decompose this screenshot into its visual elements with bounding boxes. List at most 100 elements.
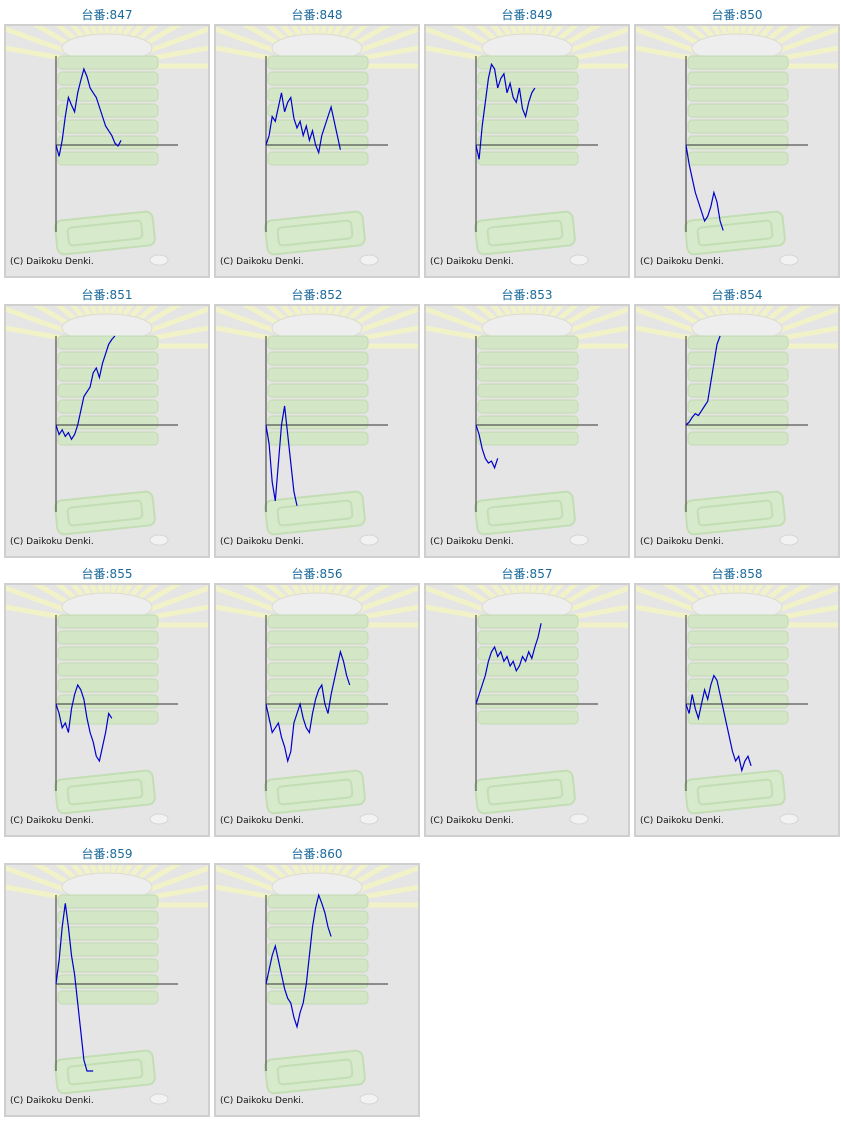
trend-line bbox=[475, 424, 499, 470]
tray-stack-decoration bbox=[57, 592, 159, 725]
copyright-text: (C) Daikoku Denki. bbox=[640, 257, 724, 267]
machine-panel: 台番:855 (C) Daikoku Denki. bbox=[4, 563, 210, 837]
slump-graph: (C) Daikoku Denki. bbox=[214, 304, 420, 558]
machine-number-title: 台番:849 bbox=[501, 8, 553, 22]
machine-number-title: 台番:860 bbox=[291, 847, 343, 861]
trend-line bbox=[55, 67, 122, 157]
copyright-text: (C) Daikoku Denki. bbox=[220, 816, 304, 826]
coin-decoration bbox=[569, 813, 589, 825]
copyright-text: (C) Daikoku Denki. bbox=[10, 1096, 94, 1106]
machine-number-title: 台番:856 bbox=[291, 567, 343, 581]
coin-decoration bbox=[359, 534, 379, 546]
tray-stack-decoration bbox=[477, 33, 579, 166]
tray-stack-decoration bbox=[687, 592, 789, 725]
copyright-text: (C) Daikoku Denki. bbox=[220, 537, 304, 547]
machine-panel: 台番:853 (C) Daikoku Denki. bbox=[424, 284, 630, 558]
tray-stack-decoration bbox=[267, 313, 369, 446]
coin-decoration bbox=[149, 1093, 169, 1105]
coin-decoration bbox=[569, 254, 589, 266]
slump-graph: (C) Daikoku Denki. bbox=[634, 304, 840, 558]
tray-decoration bbox=[54, 1049, 156, 1095]
slump-graph: (C) Daikoku Denki. bbox=[424, 24, 630, 278]
tray-decoration bbox=[264, 490, 366, 536]
coin-decoration bbox=[149, 534, 169, 546]
slump-graph: (C) Daikoku Denki. bbox=[634, 583, 840, 837]
machine-panel: 台番:851 (C) Daikoku Denki. bbox=[4, 284, 210, 558]
tray-decoration bbox=[264, 210, 366, 256]
machine-number-title: 台番:855 bbox=[81, 567, 133, 581]
coin-decoration bbox=[569, 534, 589, 546]
trend-line bbox=[265, 92, 341, 155]
slump-graph: (C) Daikoku Denki. bbox=[634, 24, 840, 278]
machine-panel: 台番:847 (C) Daikoku Denki. bbox=[4, 4, 210, 278]
tray-decoration bbox=[684, 769, 786, 815]
tray-decoration bbox=[264, 769, 366, 815]
tray-decoration bbox=[684, 490, 786, 536]
tray-decoration bbox=[264, 1049, 366, 1095]
machine-panel: 台番:859 (C) Daikoku Denki. bbox=[4, 843, 210, 1117]
trend-line bbox=[475, 62, 536, 160]
slump-graph: (C) Daikoku Denki. bbox=[4, 863, 210, 1117]
copyright-text: (C) Daikoku Denki. bbox=[430, 257, 514, 267]
trend-line bbox=[55, 903, 94, 1072]
machine-number-title: 台番:859 bbox=[81, 847, 133, 861]
tray-stack-decoration bbox=[267, 872, 369, 1005]
slump-graph: (C) Daikoku Denki. bbox=[214, 863, 420, 1117]
machine-number-title: 台番:854 bbox=[711, 288, 763, 302]
copyright-text: (C) Daikoku Denki. bbox=[10, 816, 94, 826]
coin-decoration bbox=[359, 1093, 379, 1105]
machine-number-title: 台番:853 bbox=[501, 288, 553, 302]
machine-panel: 台番:848 (C) Daikoku Denki. bbox=[214, 4, 420, 278]
trend-line bbox=[55, 335, 116, 441]
coin-decoration bbox=[149, 254, 169, 266]
trend-line bbox=[265, 649, 351, 764]
machine-number-title: 台番:847 bbox=[81, 8, 133, 22]
machine-panel: 台番:849 (C) Daikoku Denki. bbox=[424, 4, 630, 278]
slump-graph: (C) Daikoku Denki. bbox=[4, 583, 210, 837]
slump-graph: (C) Daikoku Denki. bbox=[214, 583, 420, 837]
trend-line bbox=[475, 623, 542, 705]
trend-line bbox=[265, 405, 298, 506]
machine-number-title: 台番:857 bbox=[501, 567, 553, 581]
coin-decoration bbox=[779, 813, 799, 825]
copyright-text: (C) Daikoku Denki. bbox=[640, 816, 724, 826]
tray-decoration bbox=[54, 769, 156, 815]
trend-line bbox=[55, 683, 113, 763]
machine-number-title: 台番:848 bbox=[291, 8, 343, 22]
trend-line bbox=[685, 335, 721, 426]
machine-panel: 台番:850 (C) Daikoku Denki. bbox=[634, 4, 840, 278]
tray-stack-decoration bbox=[57, 872, 159, 1005]
tray-stack-decoration bbox=[267, 592, 369, 725]
trend-line bbox=[685, 674, 752, 773]
coin-decoration bbox=[359, 813, 379, 825]
coin-decoration bbox=[149, 813, 169, 825]
copyright-text: (C) Daikoku Denki. bbox=[10, 537, 94, 547]
machine-number-title: 台番:852 bbox=[291, 288, 343, 302]
tray-stack-decoration bbox=[267, 33, 369, 166]
copyright-text: (C) Daikoku Denki. bbox=[430, 537, 514, 547]
copyright-text: (C) Daikoku Denki. bbox=[10, 257, 94, 267]
coin-decoration bbox=[779, 534, 799, 546]
copyright-text: (C) Daikoku Denki. bbox=[640, 537, 724, 547]
machine-panel: 台番:858 (C) Daikoku Denki. bbox=[634, 563, 840, 837]
copyright-text: (C) Daikoku Denki. bbox=[220, 1096, 304, 1106]
tray-decoration bbox=[54, 210, 156, 256]
coin-decoration bbox=[359, 254, 379, 266]
tray-decoration bbox=[474, 210, 576, 256]
tray-decoration bbox=[684, 210, 786, 256]
tray-decoration bbox=[54, 490, 156, 536]
machine-panel: 台番:854 (C) Daikoku Denki. bbox=[634, 284, 840, 558]
machine-number-title: 台番:851 bbox=[81, 288, 133, 302]
copyright-text: (C) Daikoku Denki. bbox=[220, 257, 304, 267]
coin-decoration bbox=[779, 254, 799, 266]
trend-line bbox=[685, 144, 724, 231]
machine-number-title: 台番:858 bbox=[711, 567, 763, 581]
tray-stack-decoration bbox=[687, 33, 789, 166]
tray-stack-decoration bbox=[57, 33, 159, 166]
tray-decoration bbox=[474, 769, 576, 815]
machine-panel: 台番:856 (C) Daikoku Denki. bbox=[214, 563, 420, 837]
slump-graph: (C) Daikoku Denki. bbox=[4, 304, 210, 558]
trend-line bbox=[265, 892, 332, 1030]
tray-stack-decoration bbox=[477, 313, 579, 446]
slump-graph: (C) Daikoku Denki. bbox=[424, 304, 630, 558]
